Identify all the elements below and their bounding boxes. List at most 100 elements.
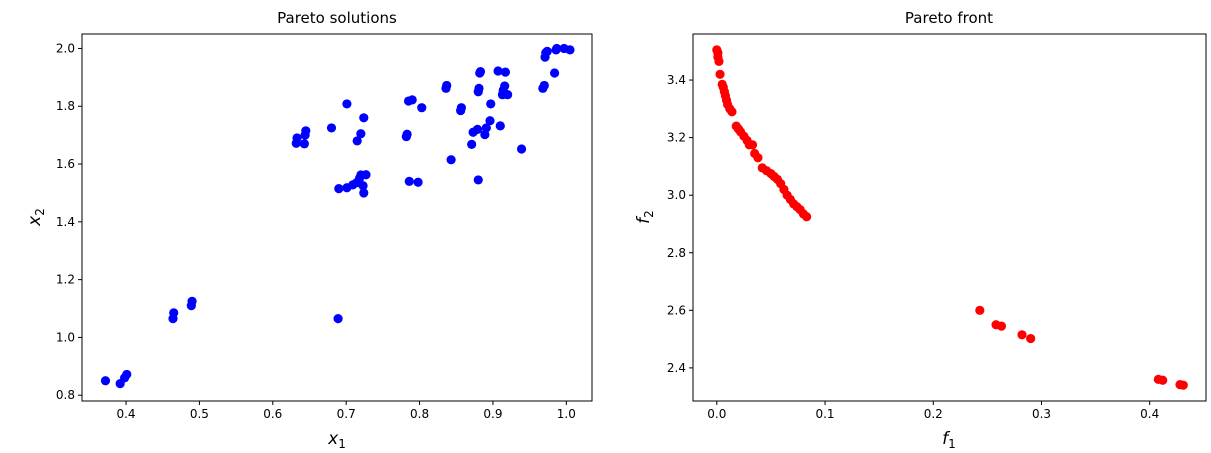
right-x-tick-label: 0.3 [1032,407,1051,421]
left-data-point [292,133,302,143]
left-y-tick-label: 1.6 [56,157,75,171]
left-data-point [187,296,197,306]
right-data-point [727,107,737,117]
left-data-point [100,376,111,386]
right-ticks: 0.0 0.1 0.2 0.3 0.4 2.4 2.6 2.8 3.0 3.2 3.4 [667,73,1159,421]
right-plot-frame [692,33,1207,402]
left-x-tick-label: 0.8 [410,407,429,421]
left-x-tick-label: 1.0 [557,407,576,421]
left-x-tick-label: 0.4 [116,407,135,421]
right-points [712,45,1188,390]
left-data-point [495,121,505,131]
right-x-axis-label: f1 [942,429,956,451]
left-data-point [326,123,337,133]
left-data-point [359,113,369,123]
left-x-tick-label: 0.7 [337,407,356,421]
left-data-point [404,176,414,186]
right-y-tick-label: 3.2 [667,131,686,145]
left-data-point [446,155,456,165]
chart-left-title: Pareto solutions [277,9,397,27]
left-data-point [402,129,412,139]
left-data-point [359,188,369,198]
left-data-point [442,80,452,91]
left-data-point [552,43,562,54]
right-x-axis-label-sub: 1 [948,437,956,451]
left-data-point [473,175,483,185]
left-y-axis-label-main: x [25,215,45,227]
left-data-point [539,80,549,91]
left-data-point [565,45,575,55]
right-data-point [1158,375,1168,385]
left-ticks: 0.4 0.5 0.6 0.7 0.8 0.9 1.0 0.8 1.0 1.2 1.4 1.6 1.8 2… [56,41,576,421]
left-data-point [413,177,423,187]
left-data-point [122,369,132,380]
left-y-tick-label: 1.0 [56,330,75,344]
left-data-point [481,123,491,133]
left-data-point [333,314,343,324]
right-x-axis-label-main: f [942,429,951,449]
right-y-tick-label: 2.8 [667,246,686,260]
right-data-point [747,140,758,150]
left-data-point [467,139,477,149]
right-y-axis-label-sub: 2 [642,210,656,218]
chart-right: Pareto front 0.0 0.1 0.2 0.3 0.4 2.4 2.6 2.8 3.0… [634,9,1207,451]
right-data-point [996,321,1007,331]
left-plot-frame [81,33,593,402]
right-data-point [1178,380,1188,390]
left-y-axis-label-sub: 2 [33,208,47,216]
right-x-tick-label: 0.1 [815,407,834,421]
chart-right-title: Pareto front [905,9,993,27]
left-x-axis-label: x1 [327,429,346,451]
left-data-point [500,81,510,91]
left-x-tick-label: 0.6 [263,407,282,421]
left-data-point [169,308,179,318]
right-y-tick-label: 2.4 [667,361,686,375]
right-x-tick-label: 0.2 [924,407,943,421]
left-data-point [472,124,483,134]
left-data-point [358,181,368,191]
left-x-axis-label-main: x [327,429,339,449]
left-data-point [456,103,466,113]
right-data-point [1017,330,1027,340]
left-x-tick-label: 0.5 [190,407,209,421]
right-y-tick-label: 2.6 [667,303,686,317]
right-y-axis-label: f2 [634,210,656,224]
left-y-tick-label: 0.8 [56,388,75,402]
right-x-tick-label: 0.0 [707,407,726,421]
left-data-point [493,66,503,76]
left-data-point [486,99,496,109]
left-data-point [342,99,352,109]
left-x-tick-label: 0.9 [483,407,502,421]
right-data-point [802,212,812,222]
left-y-tick-label: 1.4 [56,215,75,229]
right-y-tick-label: 3.0 [667,188,686,202]
left-x-axis-label-sub: 1 [338,437,346,451]
left-data-point [417,103,427,113]
left-y-tick-label: 1.2 [56,273,75,287]
left-data-point [542,46,552,56]
right-data-point [714,56,724,66]
right-data-point [1026,333,1036,344]
left-data-point [474,83,484,93]
right-data-point [715,69,725,79]
left-data-point [516,144,527,154]
right-y-axis-label-main: f [634,215,654,224]
left-data-point [407,95,417,105]
left-data-point [301,126,311,136]
left-points [100,43,575,389]
left-data-point [503,90,513,100]
left-data-point [485,116,495,126]
left-data-point [299,139,309,149]
chart-left: Pareto solutions 0.4 0.5 0.6 0.7 0.8 0.9 1.00.… [25,9,593,451]
left-data-point [475,66,486,77]
right-data-point [975,305,985,315]
left-data-point [334,184,344,194]
left-y-tick-label: 2.0 [56,41,75,55]
left-y-tick-label: 1.8 [56,99,75,113]
left-data-point [352,136,362,146]
left-y-axis-label: x2 [25,208,47,227]
right-y-tick-label: 3.4 [667,73,686,87]
right-data-point [753,153,763,163]
left-data-point [356,129,366,139]
